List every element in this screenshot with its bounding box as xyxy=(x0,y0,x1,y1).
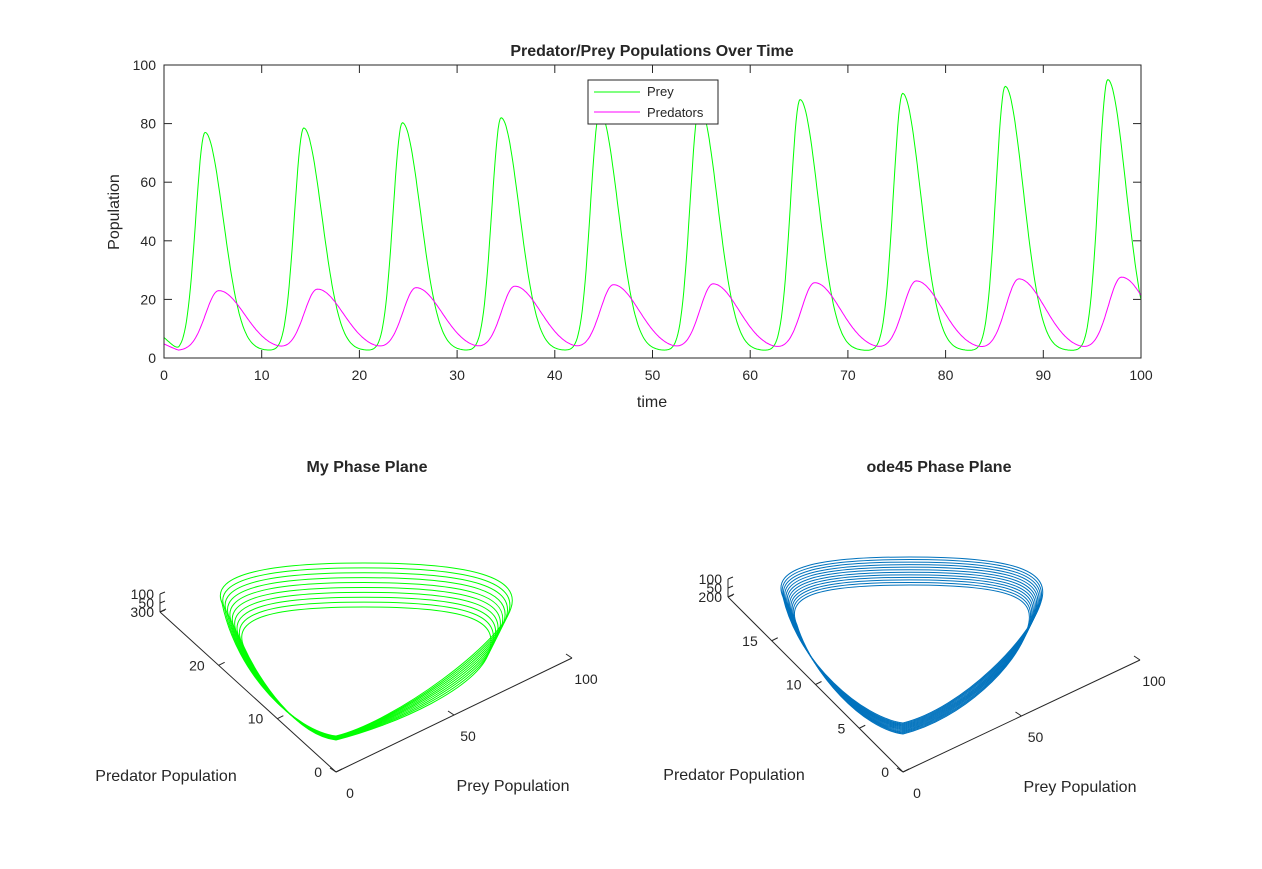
y-tick-label: 80 xyxy=(140,116,156,132)
y-tick xyxy=(859,724,866,729)
x-tick-label: 50 xyxy=(645,367,661,383)
z-tick xyxy=(159,600,166,604)
phase-loop xyxy=(789,574,1035,731)
z-tick-label: 100 xyxy=(699,571,723,587)
x-tick xyxy=(1015,711,1022,717)
z-tick xyxy=(727,594,734,598)
x-tick-label: 40 xyxy=(547,367,563,383)
legend-box xyxy=(587,79,719,125)
y-tick-label: 20 xyxy=(189,657,205,673)
chart-title-ode45-phase-plane: ode45 Phase Plane xyxy=(867,459,1012,476)
y-tick-label: 0 xyxy=(881,764,889,780)
y-tick xyxy=(771,637,778,642)
legend: Prey Predators xyxy=(587,79,719,125)
y-tick-label: 30 xyxy=(130,604,146,620)
x-tick xyxy=(1133,655,1141,661)
x-tick-labels: 0 10 20 30 40 50 60 70 80 90 100 xyxy=(160,367,1153,383)
legend-label-prey: Prey xyxy=(647,84,674,99)
x-tick-label: 50 xyxy=(1028,729,1044,745)
phase-loop xyxy=(219,562,513,737)
x-tick-label: 80 xyxy=(938,367,954,383)
y-tick xyxy=(815,681,822,685)
phase-loop xyxy=(788,571,1036,730)
x-tick xyxy=(896,767,904,773)
x-tick-label: 0 xyxy=(160,367,168,383)
x-tick-label: 50 xyxy=(460,728,476,744)
z-tick-label: 50 xyxy=(706,580,722,596)
series-line-prey xyxy=(163,78,1142,351)
series-line-predators xyxy=(163,276,1142,351)
x-tick-label: 0 xyxy=(346,785,354,801)
z-tick-label: 100 xyxy=(131,586,155,602)
x-tick-label: 70 xyxy=(840,367,856,383)
x-tick-label: 10 xyxy=(254,367,270,383)
phase-loop xyxy=(790,576,1034,732)
x-tick-label: 20 xyxy=(352,367,368,383)
y-tick-labels: 0 20 40 60 80 100 xyxy=(133,57,157,366)
chart-title: Predator/Prey Populations Over Time xyxy=(510,43,793,60)
x-tick-label: 90 xyxy=(1036,367,1052,383)
y-tick-label: 20 xyxy=(698,589,714,605)
y-tick xyxy=(902,768,910,773)
y-axis-label-ode45-phase: Predator Population xyxy=(663,767,804,784)
phase-curve xyxy=(780,556,1044,735)
series-lines xyxy=(163,78,1142,351)
time-series-chart: Predator/Prey Populations Over Time 0 10 2… xyxy=(106,43,1153,411)
x-axis-label-my-phase: Prey Population xyxy=(457,778,570,795)
x-tick-label: 60 xyxy=(742,367,758,383)
phase-loop xyxy=(791,579,1033,733)
x-tick-label: 100 xyxy=(1142,673,1166,689)
y-tick-label: 20 xyxy=(140,291,156,307)
x-tick xyxy=(565,653,573,659)
z-tick-label: 0 xyxy=(714,589,722,605)
x-axis-label-ode45-phase: Prey Population xyxy=(1024,779,1137,796)
phase-loop xyxy=(786,569,1038,729)
y-tick-label: 60 xyxy=(140,174,156,190)
z-tick xyxy=(727,585,734,589)
phase-curve xyxy=(219,562,513,741)
z-tick-label: 50 xyxy=(138,595,154,611)
x-tick-label: 30 xyxy=(449,367,465,383)
predator-axis-line xyxy=(159,611,337,773)
phase-loop xyxy=(229,582,504,739)
y-tick-label: 10 xyxy=(248,711,264,727)
chart-title-my-phase-plane: My Phase Plane xyxy=(307,459,428,476)
y-tick-label: 15 xyxy=(742,633,758,649)
x-tick-label: 100 xyxy=(574,671,598,687)
phase-loop xyxy=(793,584,1030,735)
y-tick-label: 10 xyxy=(786,677,802,693)
z-tick xyxy=(727,576,734,580)
y-tick xyxy=(277,715,284,720)
y-axis-label: Population xyxy=(106,174,123,250)
y-tick-label: 40 xyxy=(140,233,156,249)
x-tick xyxy=(329,767,337,773)
phase-loop xyxy=(222,567,511,737)
y-tick-label: 5 xyxy=(837,720,845,736)
phase-loop xyxy=(792,581,1032,734)
x-tick-label: 0 xyxy=(913,785,921,801)
phase-loop xyxy=(241,606,492,741)
y-tick-label: 100 xyxy=(133,57,157,73)
z-tick xyxy=(159,591,166,595)
x-tick-label: 100 xyxy=(1129,367,1153,383)
plot-frame xyxy=(163,64,1142,359)
z-tick xyxy=(159,609,166,613)
y-axis-label-my-phase: Predator Population xyxy=(95,768,236,785)
y-tick-label: 0 xyxy=(314,764,322,780)
x-tick xyxy=(447,710,455,716)
z-tick-label: 0 xyxy=(146,604,154,620)
y-tick xyxy=(335,768,343,773)
y-tick xyxy=(218,661,225,666)
y-tick-label: 0 xyxy=(148,350,156,366)
x-axis-label: time xyxy=(637,394,667,411)
legend-label-predators: Predators xyxy=(647,105,704,120)
